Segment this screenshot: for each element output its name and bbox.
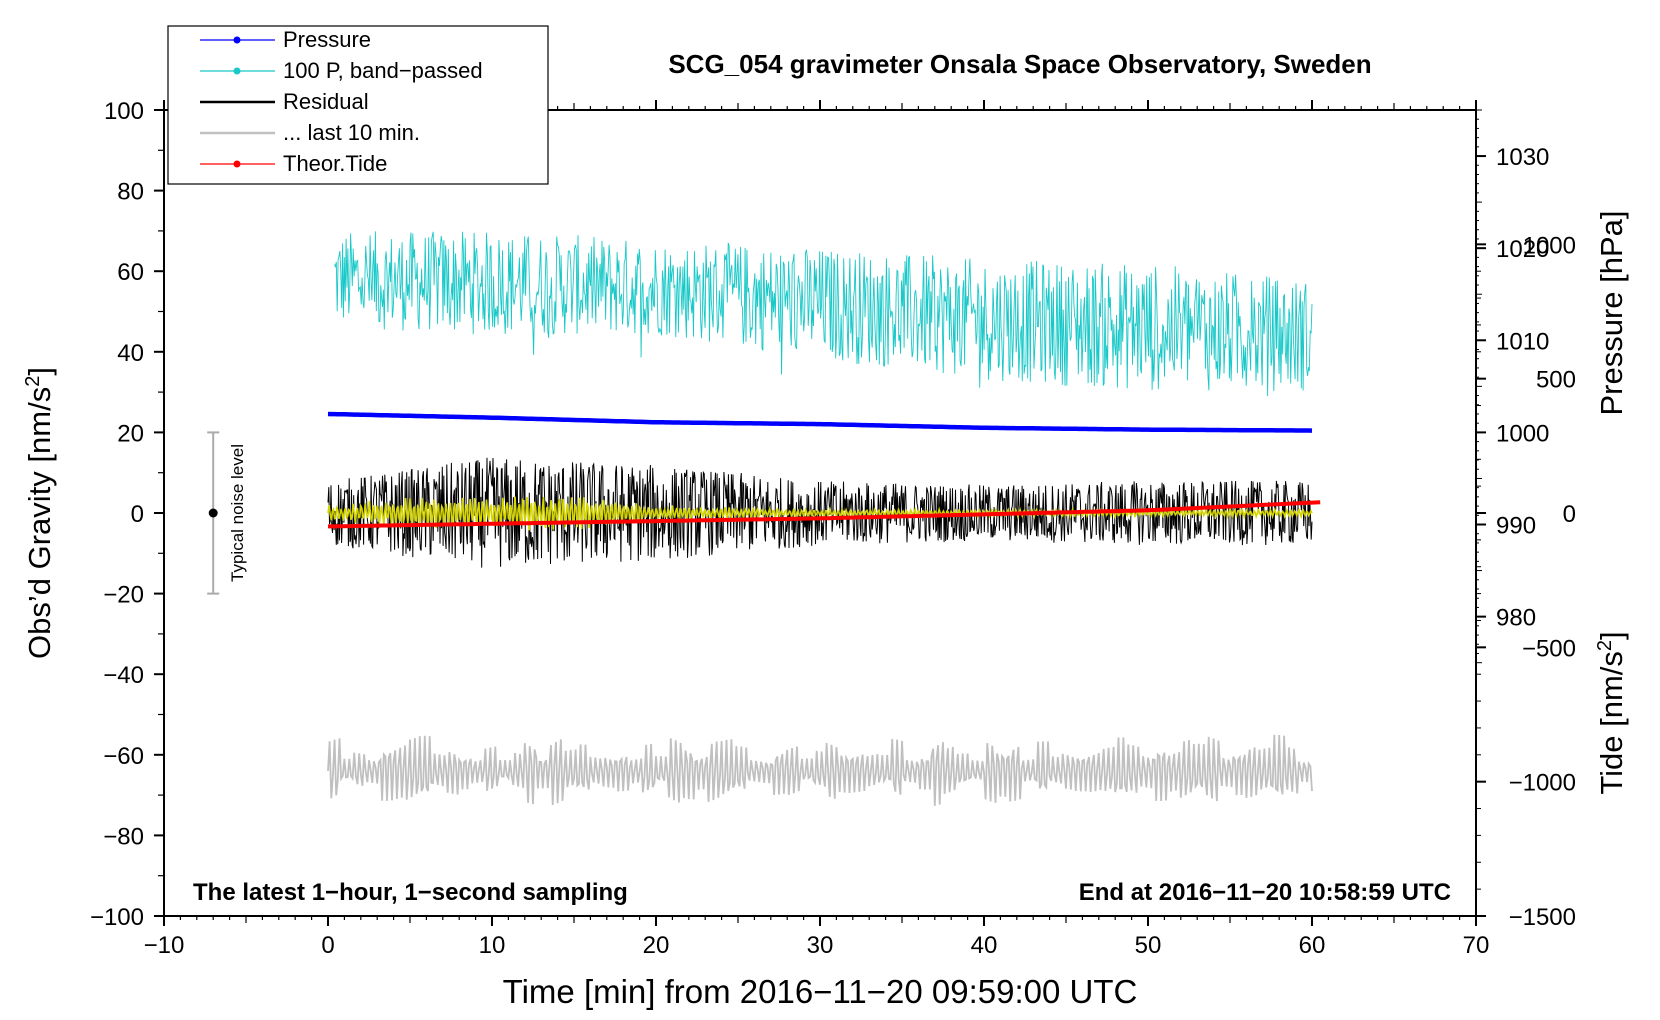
legend-marker <box>233 36 241 44</box>
series-pressure-bandpassed <box>334 231 1313 397</box>
y-tick-label: 100 <box>104 98 144 125</box>
y-tick-label: 20 <box>117 420 144 447</box>
pressure-tick-label: 1020 <box>1496 236 1549 263</box>
x-tick-label: 40 <box>971 932 998 959</box>
legend-label: ... last 10 min. <box>283 120 420 145</box>
pressure-tick-label: 1010 <box>1496 328 1549 355</box>
tide-tick-label: −500 <box>1522 635 1576 662</box>
pressure-tick-label: 1030 <box>1496 144 1549 171</box>
y-tick-label: −40 <box>103 662 144 689</box>
x-tick-label: −10 <box>144 932 185 959</box>
axis-ticks: −10 0 10 20 30 40 50 60 70−100−80−60−40−20020406… <box>90 98 1576 959</box>
legend-box <box>167 25 549 185</box>
x-tick-label: 0 <box>321 932 334 959</box>
legend: Pressure 100 P, band−passed Residual ... la… <box>167 25 549 185</box>
y-tick-label: −100 <box>90 904 144 931</box>
data-traces <box>327 231 1321 806</box>
tide-tick-label: 500 <box>1536 367 1576 394</box>
noise-dot <box>208 508 218 518</box>
legend-label: Pressure <box>283 27 371 52</box>
x-tick-label: 20 <box>643 932 670 959</box>
x-tick-label: 10 <box>479 932 506 959</box>
legend-label: 100 P, band−passed <box>283 58 483 83</box>
end-time-note: End at 2016−11−20 10:58:59 UTC <box>1079 879 1451 906</box>
noise-indicator: Typical noise level <box>207 431 247 595</box>
series-theoretical-tide <box>328 500 1321 529</box>
y-tick-label: 40 <box>117 340 144 367</box>
y-axis-label-pressure: Pressure [hPa] <box>1594 210 1629 415</box>
legend-label: Residual <box>283 89 369 114</box>
y-tick-label: −60 <box>103 743 144 770</box>
y-tick-label: −20 <box>103 582 144 609</box>
series-last-10-min <box>327 734 1313 806</box>
x-tick-label: 60 <box>1299 932 1326 959</box>
chart-title: SCG_054 gravimeter Onsala Space Observat… <box>668 49 1371 79</box>
pressure-tick-label: 1000 <box>1496 420 1549 447</box>
tide-tick-label: 1000 <box>1523 232 1576 259</box>
y-tick-label: −80 <box>103 823 144 850</box>
y-tick-label: 80 <box>117 179 144 206</box>
tide-tick-label: 0 <box>1563 501 1576 528</box>
sampling-note: The latest 1−hour, 1−second sampling <box>193 879 628 906</box>
noise-label: Typical noise level <box>228 444 247 582</box>
legend-marker <box>233 160 241 168</box>
tide-tick-label: −1000 <box>1509 770 1576 797</box>
pressure-tick-label: 980 <box>1496 605 1536 632</box>
legend-label: Theor.Tide <box>283 151 387 176</box>
x-axis-label: Time [min] from 2016−11−20 09:59:00 UTC <box>503 973 1138 1010</box>
x-tick-label: 30 <box>807 932 834 959</box>
y-axis-label-left: Obs’d Gravity [nm/s2] <box>22 367 57 659</box>
x-tick-label: 50 <box>1135 932 1162 959</box>
legend-entries: Pressure 100 P, band−passed Residual ... la… <box>200 27 483 176</box>
series-pressure <box>327 411 1313 433</box>
x-tick-label: 70 <box>1463 932 1490 959</box>
tide-tick-label: −1500 <box>1509 904 1576 931</box>
series-residual <box>327 457 1313 568</box>
y-tick-label: 0 <box>131 501 144 528</box>
pressure-tick-label: 990 <box>1496 513 1536 540</box>
legend-marker <box>233 67 241 75</box>
y-tick-label: 60 <box>117 259 144 286</box>
series-residual-smoothed <box>327 496 1313 531</box>
y-axis-label-tide: Tide [nm/s2] <box>1594 631 1629 794</box>
